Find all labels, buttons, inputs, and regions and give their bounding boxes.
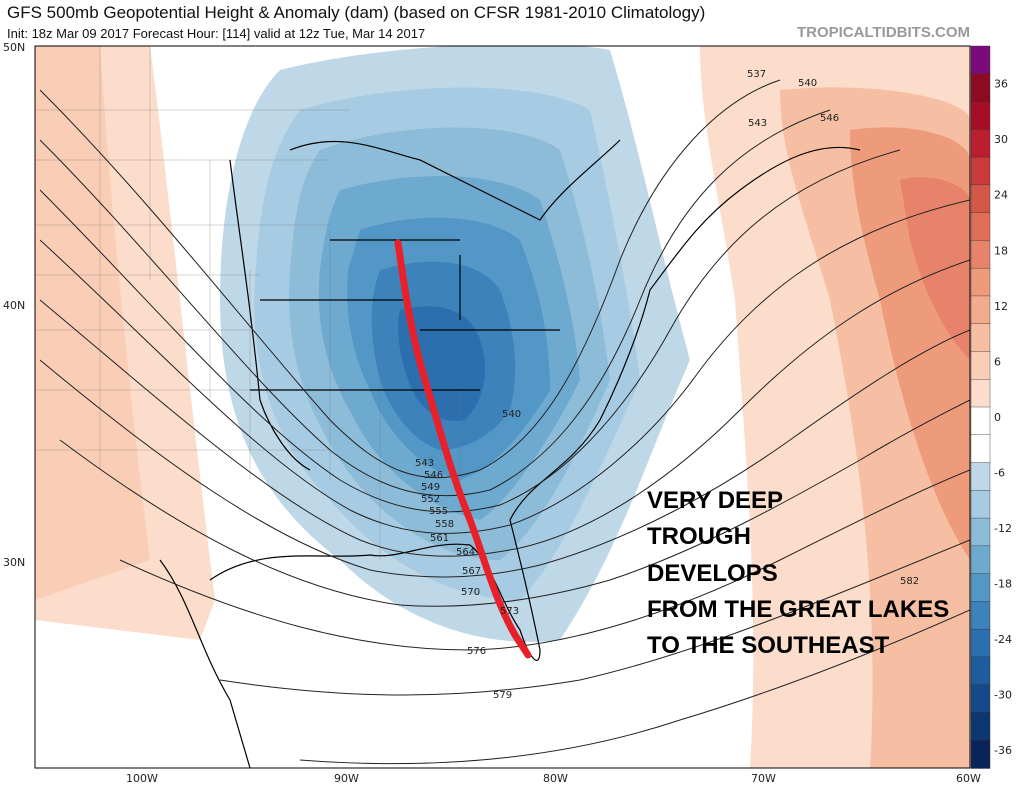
colorbar-bin: [970, 517, 991, 547]
lon-label: 70W: [751, 772, 776, 785]
contour-label: 561: [430, 533, 449, 544]
contour-label: 543: [415, 458, 434, 469]
colorbar-bin: [970, 45, 991, 75]
contour-label: 555: [429, 506, 448, 517]
lat-label: 30N: [3, 556, 25, 569]
colorbar-bin: [970, 379, 991, 408]
annotation-line: TO THE SOUTHEAST: [647, 632, 890, 659]
colorbar-label: -30: [994, 689, 1012, 702]
colorbar-bin: [970, 101, 991, 131]
contour-label: 552: [421, 494, 440, 505]
colorbar-bin: [970, 545, 991, 575]
colorbar-bin: [970, 323, 991, 353]
colorbar-bin: [970, 73, 991, 103]
longitude-labels: 100W 90W 80W 70W 60W: [126, 772, 981, 785]
colorbar-bin: [970, 184, 991, 214]
map-area: [35, 46, 970, 768]
colorbar-label: -12: [994, 522, 1012, 535]
trough-axis-line: [394, 239, 532, 659]
colorbar-label: 18: [994, 244, 1008, 257]
colorbar-label: 24: [994, 189, 1008, 202]
lon-label: 90W: [334, 772, 359, 785]
colorbar-bin: [970, 434, 991, 464]
colorbar-bin: [970, 601, 991, 630]
colorbar-labels: 36 30 24 18 12 6 0 -6 -12 -18 -24 -30 -36: [994, 78, 1012, 757]
contour-label: 546: [820, 113, 839, 124]
colorbar-bin: [970, 212, 991, 242]
colorbar-label: -6: [994, 466, 1005, 479]
colorbar-label: 30: [994, 133, 1008, 146]
colorbar-label: 0: [994, 411, 1001, 424]
lon-label: 60W: [956, 772, 981, 785]
colorbar-bin: [970, 628, 991, 658]
contour-label: 558: [435, 519, 454, 530]
map-title: GFS 500mb Geopotential Height & Anomaly …: [7, 3, 706, 22]
colorbar-bin: [970, 573, 991, 603]
colorbar-bin: [970, 406, 991, 436]
contour-label: 546: [424, 470, 443, 481]
colorbar-bin: [970, 684, 991, 714]
colorbar-bin: [970, 740, 991, 769]
colorbar-bin: [970, 129, 991, 158]
colorbar-bin: [970, 240, 991, 269]
contour-label: 540: [502, 409, 521, 420]
colorbar-bin: [970, 267, 991, 297]
contour-label: 567: [462, 566, 481, 577]
annotation-line: DEVELOPS: [647, 560, 778, 587]
latitude-labels: 50N 40N 30N: [3, 41, 25, 569]
contour-label: 549: [421, 482, 440, 493]
contour-label: 540: [798, 78, 817, 89]
lat-label: 40N: [3, 299, 25, 312]
contour-label: 582: [900, 576, 919, 587]
colorbar-bin: [970, 156, 991, 186]
colorbar-bin: [970, 295, 991, 325]
colorbar-label: -24: [994, 633, 1012, 646]
contour-label: 537: [747, 69, 766, 80]
colorbar-label: -36: [994, 744, 1012, 757]
colorbar-label: 12: [994, 300, 1008, 313]
annotation-line: TROUGH: [647, 523, 751, 550]
colorbar-label: 6: [994, 355, 1001, 368]
colorbar-bin: [970, 712, 991, 741]
map-subtitle: Init: 18z Mar 09 2017 Forecast Hour: [11…: [7, 26, 426, 41]
lat-label: 50N: [3, 41, 25, 54]
contour-label: 573: [500, 606, 519, 617]
colorbar-label: 36: [994, 78, 1008, 91]
height-contours: [39, 79, 970, 765]
colorbar-bin: [970, 656, 991, 686]
lon-label: 80W: [543, 772, 568, 785]
contour-label: 543: [748, 118, 767, 129]
contour-labels: 537 540 543 546 540 543 546 549 552 555 …: [415, 69, 919, 701]
brand-logo: TROPICALTIDBITS.COM: [796, 24, 970, 41]
colorbar-label: -18: [994, 578, 1012, 591]
colorbar-bin: [970, 490, 991, 519]
colorbar: [970, 45, 991, 769]
contour-label: 579: [493, 690, 512, 701]
annotation-text: VERY DEEP TROUGH DEVELOPS FROM THE GREAT…: [647, 487, 949, 659]
contour-label: 570: [461, 587, 480, 598]
lon-label: 100W: [126, 772, 158, 785]
contour-label: 564: [456, 547, 475, 558]
annotation-line: VERY DEEP: [647, 487, 783, 514]
colorbar-bin: [970, 351, 991, 380]
colorbar-bin: [970, 462, 991, 492]
contour-label: 576: [467, 646, 486, 657]
annotation-line: FROM THE GREAT LAKES: [647, 596, 949, 623]
